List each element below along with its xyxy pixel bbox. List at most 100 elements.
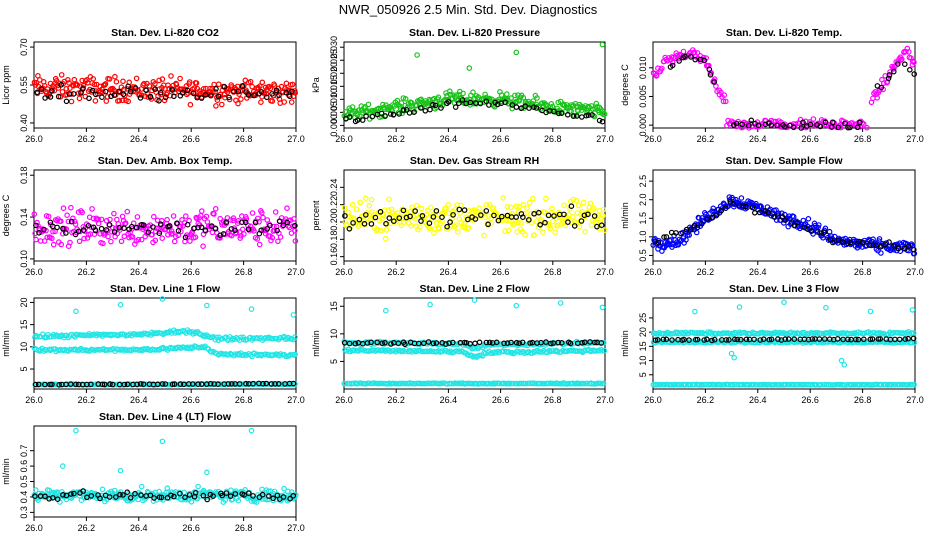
y-tick-label: 0.40 (19, 114, 29, 132)
marker-point (58, 82, 64, 88)
data-point (815, 339, 822, 345)
data-point (534, 95, 540, 101)
x-tick-label: 26.0 (25, 267, 43, 277)
marker-point (731, 336, 738, 343)
marker-point (164, 494, 171, 501)
marker-point (106, 222, 113, 228)
data-point (365, 380, 372, 387)
data-point (504, 204, 511, 210)
data-point (90, 76, 97, 82)
marker-point (208, 92, 214, 99)
data-point (43, 334, 50, 341)
data-point (519, 228, 526, 235)
data-point (824, 330, 831, 336)
marker-point (80, 227, 87, 233)
marker-point (350, 220, 356, 226)
data-point (170, 230, 176, 237)
marker-point (221, 83, 228, 90)
x-tick-label: 26.6 (182, 523, 200, 533)
marker-point (127, 494, 134, 501)
marker-point (654, 336, 661, 343)
marker-point (275, 380, 282, 387)
data-point (543, 195, 549, 202)
marker-point (486, 102, 492, 108)
outlier-point (599, 41, 606, 48)
data-point (288, 99, 295, 105)
data-point (65, 381, 71, 388)
x-tick-label: 26.2 (78, 134, 96, 144)
data-point (144, 381, 150, 388)
data-point (219, 101, 225, 108)
marker-point (184, 87, 191, 94)
marker-point (704, 216, 711, 223)
data-point (67, 239, 73, 246)
chart-title: Stan. Dev. Li-820 CO2 (111, 27, 219, 39)
data-point (159, 217, 165, 224)
marker-point (734, 336, 741, 343)
data-point (133, 75, 140, 82)
data-points (341, 195, 608, 242)
data-point (786, 381, 792, 388)
marker-point (386, 215, 393, 221)
marker-point (550, 340, 557, 346)
data-point (151, 213, 157, 220)
data-point (291, 227, 298, 234)
data-point (60, 205, 67, 212)
data-point (138, 483, 145, 490)
chart-title: Stan. Dev. Line 2 Flow (419, 283, 530, 295)
marker-point (476, 339, 483, 346)
x-tick-label: 26.0 (644, 267, 662, 277)
marker-point (785, 336, 792, 342)
data-point (664, 57, 671, 64)
data-point (576, 223, 583, 230)
x-tick-label: 26.2 (78, 267, 96, 277)
data-point (683, 237, 689, 243)
data-point (500, 195, 507, 201)
marker-point (260, 380, 266, 387)
marker-point (225, 381, 232, 387)
marker-point (258, 227, 265, 234)
marker-point (342, 213, 348, 219)
data-point (530, 98, 537, 104)
data-point (550, 218, 556, 225)
marker-point (125, 83, 132, 90)
marker-point (513, 104, 520, 110)
data-point (272, 209, 279, 215)
marker-point (713, 212, 720, 219)
outlier-point (557, 300, 564, 306)
y-tick-label: 0.005 (329, 101, 339, 124)
marker-point (68, 491, 74, 497)
marker-point (150, 224, 156, 230)
data-point (374, 226, 381, 233)
data-point (193, 80, 200, 86)
data-point (191, 85, 198, 91)
marker-point (175, 228, 182, 234)
outlier-point (382, 307, 389, 314)
marker-point (213, 86, 219, 92)
marker-point (88, 381, 94, 388)
x-tick-label: 26.0 (25, 395, 43, 405)
marker-point (894, 61, 901, 67)
x-tick-label: 27.0 (596, 267, 614, 277)
x-tick-label: 26.0 (335, 395, 353, 405)
data-point (41, 238, 48, 244)
marker-point (80, 488, 87, 494)
marker-point (663, 336, 670, 343)
data-point (863, 381, 870, 388)
x-tick-label: 26.0 (335, 134, 353, 144)
marker-point (132, 85, 139, 92)
x-tick-label: 26.4 (130, 523, 148, 533)
data-point (533, 218, 540, 225)
marker-point (138, 492, 144, 498)
plot-frame (652, 169, 916, 262)
data-point (720, 98, 727, 105)
data-point (721, 92, 728, 98)
y-tick-label: 5 (329, 359, 339, 364)
data-point (435, 94, 442, 101)
marker-point (54, 496, 61, 503)
data-point (675, 242, 682, 248)
marker-point (570, 113, 577, 119)
marker-point (121, 225, 127, 232)
marker-point (596, 117, 603, 124)
